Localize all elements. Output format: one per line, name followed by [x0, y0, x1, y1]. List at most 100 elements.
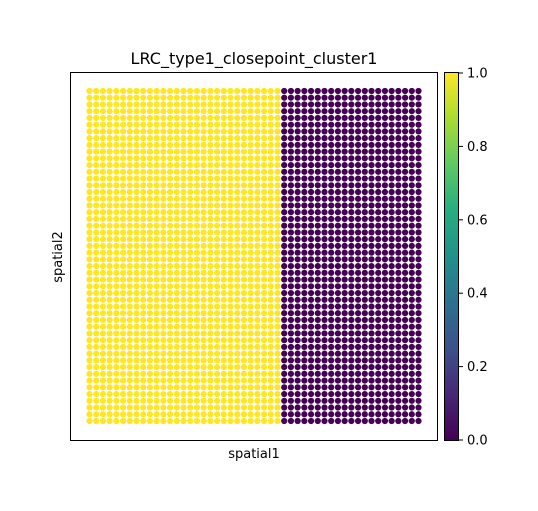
scatter-point: [354, 202, 362, 209]
scatter-point: [307, 350, 315, 357]
scatter-point: [113, 222, 120, 229]
scatter-point: [213, 249, 221, 256]
scatter-point: [368, 161, 375, 169]
scatter-point: [140, 135, 147, 142]
scatter-point: [180, 364, 187, 371]
scatter-point: [341, 276, 348, 283]
scatter-point: [388, 121, 395, 128]
scatter-point: [381, 310, 389, 317]
scatter-point: [314, 209, 321, 216]
scatter-point: [133, 390, 140, 398]
scatter-point: [408, 242, 415, 249]
scatter-point: [375, 195, 382, 202]
scatter-point: [307, 377, 315, 384]
scatter-point: [254, 148, 261, 155]
scatter-point: [247, 384, 254, 391]
scatter-point: [106, 155, 113, 162]
scatter-point: [126, 310, 133, 317]
scatter-point: [267, 128, 274, 135]
scatter-point: [328, 289, 335, 297]
scatter-point: [381, 343, 389, 351]
scatter-point: [166, 263, 174, 270]
scatter-point: [247, 148, 254, 155]
scatter-point: [187, 343, 194, 351]
scatter-point: [119, 417, 127, 425]
scatter-point: [274, 296, 281, 303]
scatter-point: [240, 296, 248, 303]
scatter-point: [160, 350, 167, 357]
scatter-point: [99, 323, 107, 330]
scatter-point: [328, 168, 335, 175]
scatter-point: [166, 283, 174, 290]
scatter-point: [287, 323, 295, 330]
scatter-point: [348, 222, 355, 229]
scatter-point: [140, 108, 147, 115]
scatter-point: [187, 303, 194, 310]
scatter-point: [274, 269, 281, 276]
scatter-point: [408, 229, 415, 236]
scatter-point: [126, 188, 133, 196]
scatter-point: [395, 236, 402, 243]
scatter-point: [119, 249, 127, 256]
scatter-point: [200, 411, 207, 418]
scatter-point: [341, 303, 348, 310]
scatter-point: [281, 337, 288, 344]
scatter-point: [368, 263, 375, 270]
scatter-point: [227, 94, 234, 101]
scatter-point: [187, 289, 194, 297]
scatter-point: [314, 370, 321, 377]
scatter-point: [287, 390, 295, 398]
scatter-point: [341, 155, 348, 162]
scatter-point: [388, 175, 395, 182]
scatter-point: [99, 330, 107, 337]
scatter-point: [227, 229, 234, 236]
scatter-point: [354, 316, 362, 324]
scatter-point: [153, 283, 160, 290]
scatter-point: [401, 397, 409, 404]
scatter-point: [287, 289, 295, 297]
scatter-point: [287, 155, 295, 162]
scatter-point: [341, 141, 348, 148]
scatter-point: [375, 303, 382, 310]
scatter-point: [180, 209, 187, 216]
scatter-point: [247, 135, 254, 142]
scatter-point: [254, 222, 261, 229]
scatter-point: [187, 330, 194, 337]
scatter-point: [341, 161, 348, 169]
scatter-point: [260, 303, 268, 310]
scatter-point: [274, 229, 281, 236]
scatter-point: [200, 87, 207, 95]
scatter-point: [267, 222, 274, 229]
scatter-point: [401, 364, 409, 371]
scatter-point: [254, 364, 261, 371]
scatter-point: [113, 316, 120, 324]
scatter-point: [86, 168, 93, 175]
scatter-point: [146, 364, 154, 371]
scatter-point: [287, 276, 295, 283]
scatter-point: [193, 161, 201, 169]
scatter-point: [126, 330, 133, 337]
scatter-point: [301, 175, 308, 182]
scatter-point: [200, 161, 207, 169]
scatter-point: [281, 236, 288, 243]
scatter-point: [375, 101, 382, 108]
scatter-point: [220, 350, 227, 357]
scatter-point: [281, 417, 288, 425]
scatter-point: [388, 330, 395, 337]
scatter-point: [361, 404, 368, 411]
scatter-point: [180, 155, 187, 162]
scatter-point: [368, 411, 375, 418]
scatter-point: [294, 390, 301, 398]
scatter-point: [180, 417, 187, 425]
scatter-point: [126, 101, 133, 108]
scatter-point: [301, 276, 308, 283]
scatter-point: [119, 283, 127, 290]
scatter-point: [287, 188, 295, 196]
scatter-point: [321, 303, 328, 310]
scatter-point: [180, 269, 187, 276]
scatter-point: [234, 168, 241, 175]
scatter-point: [307, 195, 315, 202]
scatter-point: [187, 202, 194, 209]
scatter-point: [86, 94, 93, 101]
scatter-point: [240, 323, 248, 330]
